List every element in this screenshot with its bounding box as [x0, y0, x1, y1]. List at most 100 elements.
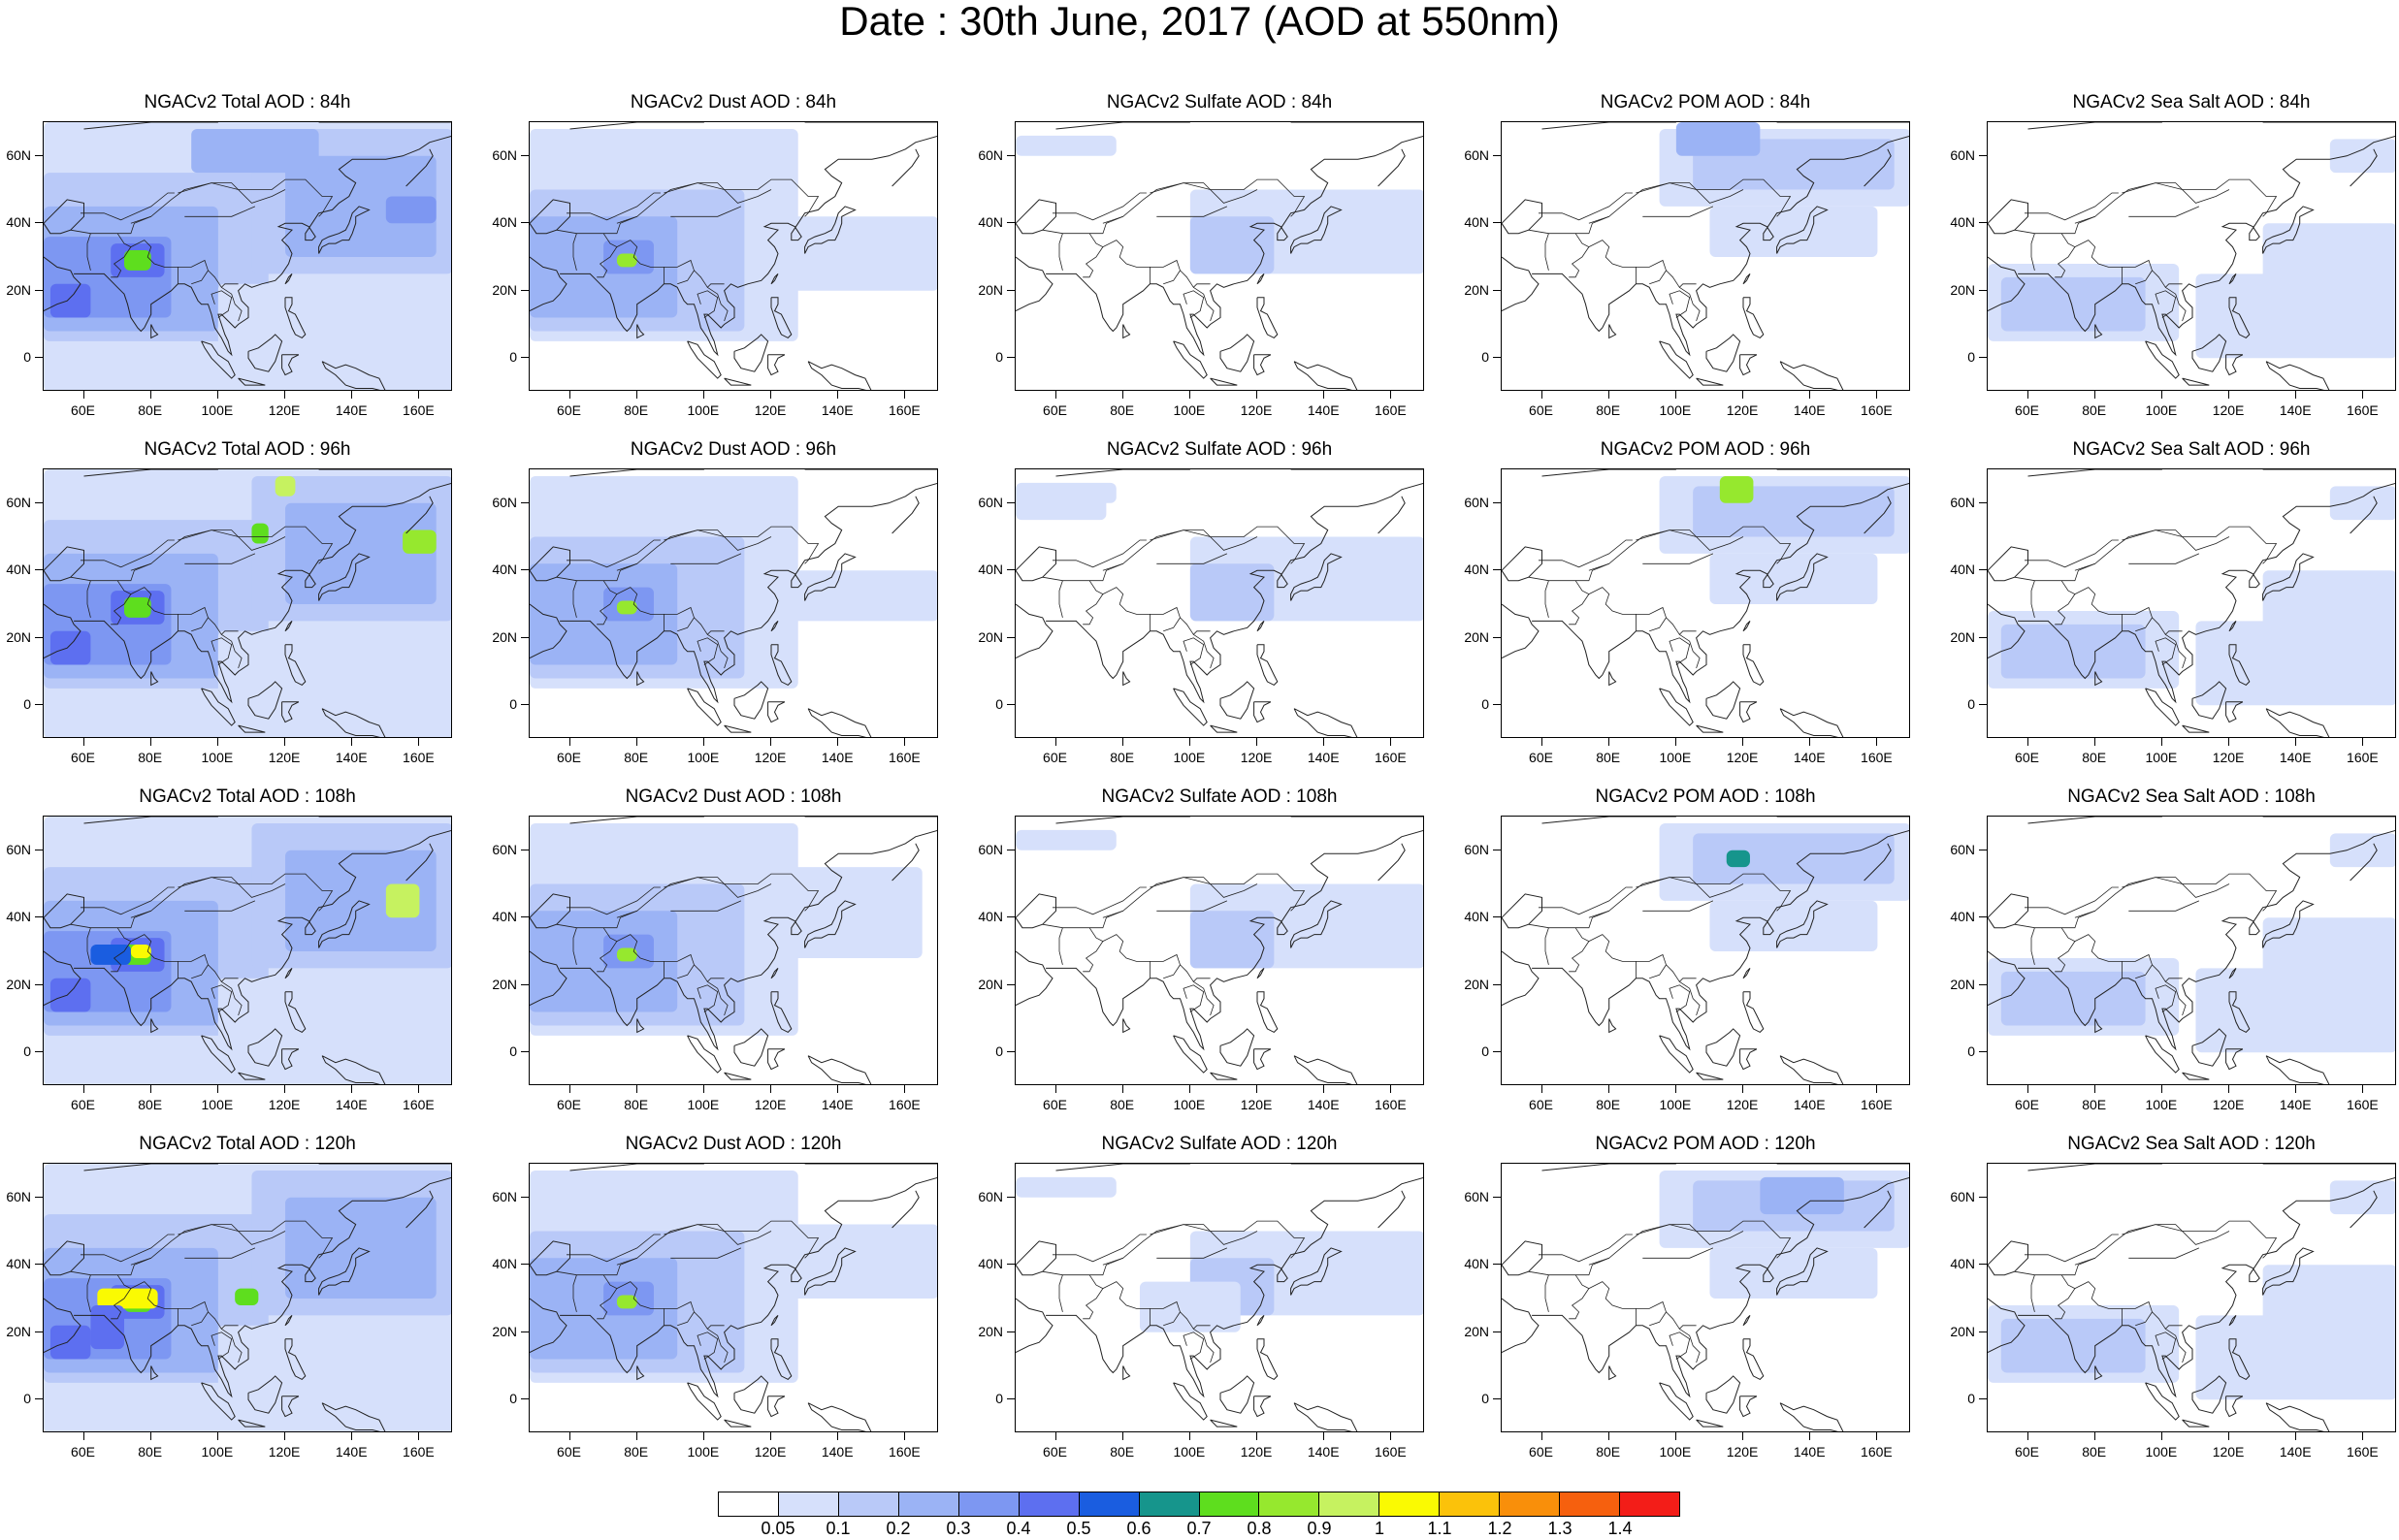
aod-region: [1693, 833, 1895, 884]
country-border: [1588, 215, 1609, 224]
lon-tick: [1809, 738, 1811, 746]
lat-tick-label: 20N: [6, 628, 31, 645]
lon-tick-label: 80E: [2082, 1097, 2107, 1112]
lon-tick-label: 140E: [335, 1097, 368, 1112]
lat-tick-label: 60N: [1950, 841, 1975, 857]
aod-region: [788, 216, 937, 291]
coastline: [321, 361, 386, 390]
coastline: [724, 724, 752, 733]
lat-tick-label: 40N: [1464, 1256, 1489, 1272]
lat-tick-label: 20N: [6, 1323, 31, 1339]
lat-tick: [35, 983, 43, 985]
coastline: [2228, 1315, 2237, 1327]
country-border: [2030, 927, 2035, 965]
coastline: [44, 950, 81, 1007]
lat-tick-label: 60N: [978, 1188, 1003, 1204]
colorbar-swatch: [958, 1492, 1020, 1516]
country-border: [81, 192, 175, 221]
aod-region: [285, 850, 437, 951]
country-border: [211, 984, 233, 1012]
panel-title: NGACv2 Dust AOD : 84h: [630, 92, 837, 112]
lon-tick-label: 100E: [1659, 750, 1692, 765]
country-border: [616, 1281, 695, 1327]
country-border: [597, 1274, 618, 1320]
country-border: [1053, 886, 1147, 915]
aod-region: [2000, 971, 2146, 1026]
coastline: [1122, 671, 1131, 687]
coastline: [569, 122, 704, 130]
lat-tick: [35, 569, 43, 571]
map-panel: NGACv2 POM AOD : 120h 60N 40N 20N 0 60E 80E 100…: [1464, 1134, 1910, 1460]
lon-tick-label: 60E: [2015, 1097, 2039, 1112]
country-border: [1102, 1257, 1123, 1266]
map-panel: NGACv2 Total AOD : 96h 60N 40N 20N 0 60E 80E 10…: [6, 439, 452, 765]
coastline: [83, 1164, 218, 1171]
country-border: [86, 233, 91, 271]
aod-region: [385, 196, 437, 224]
map-panel: NGACv2 Dust AOD : 108h 60N 40N 20N 0 60E 80E 10…: [492, 786, 938, 1112]
lat-tick: [35, 1196, 43, 1198]
country-border: [2025, 539, 2119, 568]
coastline: [74, 829, 451, 1051]
coastline: [1290, 900, 1343, 948]
coastline: [1173, 340, 1208, 379]
lon-tick: [2228, 738, 2230, 746]
country-border: [664, 529, 772, 551]
aod-region: [97, 1288, 158, 1309]
lat-tick: [1493, 357, 1501, 359]
aod-region: [2195, 968, 2395, 1053]
country-border: [1666, 270, 1697, 288]
coastline: [1293, 708, 1358, 737]
lon-tick-label: 120E: [268, 750, 301, 765]
aod-region: [2195, 1315, 2395, 1400]
coastline: [2145, 340, 2180, 379]
coastline: [2350, 148, 2378, 187]
aod-field: [530, 469, 937, 737]
panel-title: NGACv2 Dust AOD : 108h: [625, 786, 842, 807]
colorbar: [718, 1492, 1680, 1517]
coastline: [1742, 621, 1751, 632]
lat-tick: [35, 916, 43, 918]
colorbar-swatch: [1259, 1492, 1320, 1516]
country-border: [111, 233, 132, 278]
lon-tick: [1540, 391, 1542, 399]
lat-tick: [1493, 636, 1501, 638]
coastline: [2182, 377, 2210, 386]
lon-tick: [1742, 391, 1744, 399]
lon-tick: [82, 391, 84, 399]
coastline: [2262, 206, 2315, 254]
aod-region: [124, 597, 151, 618]
panel-title: NGACv2 Sea Salt AOD : 108h: [2067, 786, 2316, 807]
lon-tick-label: 60E: [557, 750, 581, 765]
map-panel: NGACv2 Total AOD : 120h 60N 40N 20N 0 60E 80E 1…: [6, 1134, 452, 1460]
coastline: [1256, 273, 1265, 285]
lon-tick: [1054, 738, 1056, 746]
aod-field: [1988, 1164, 2395, 1431]
panel-title: NGACv2 Total AOD : 108h: [139, 786, 356, 807]
coastline: [1290, 553, 1343, 601]
lat-tick: [1493, 1051, 1501, 1053]
coastline: [2145, 1035, 2180, 1074]
lat-tick-label: 40N: [1950, 561, 1975, 578]
lon-tick: [2228, 391, 2230, 399]
aod-region: [1189, 911, 1275, 969]
country-border: [130, 215, 151, 224]
coastline: [1742, 991, 1765, 1034]
colorbar-swatch: [1139, 1492, 1200, 1516]
country-border: [1569, 580, 1590, 626]
coastline: [1776, 206, 1829, 254]
lat-tick-label: 60N: [1464, 494, 1489, 510]
lon-tick: [2026, 738, 2028, 746]
aod-field: [44, 817, 451, 1084]
lon-tick-label: 100E: [1173, 402, 1206, 418]
lon-tick-label: 140E: [335, 402, 368, 418]
lon-tick-label: 100E: [2145, 1097, 2178, 1112]
lat-tick: [35, 289, 43, 291]
coastline: [238, 1072, 266, 1080]
lat-tick-label: 60N: [1464, 841, 1489, 857]
coastline: [2350, 843, 2378, 882]
lat-tick-label: 0: [1481, 696, 1489, 713]
lat-tick-label: 20N: [1950, 1323, 1975, 1339]
lat-tick: [1007, 1196, 1015, 1198]
lon-tick: [702, 1432, 704, 1440]
